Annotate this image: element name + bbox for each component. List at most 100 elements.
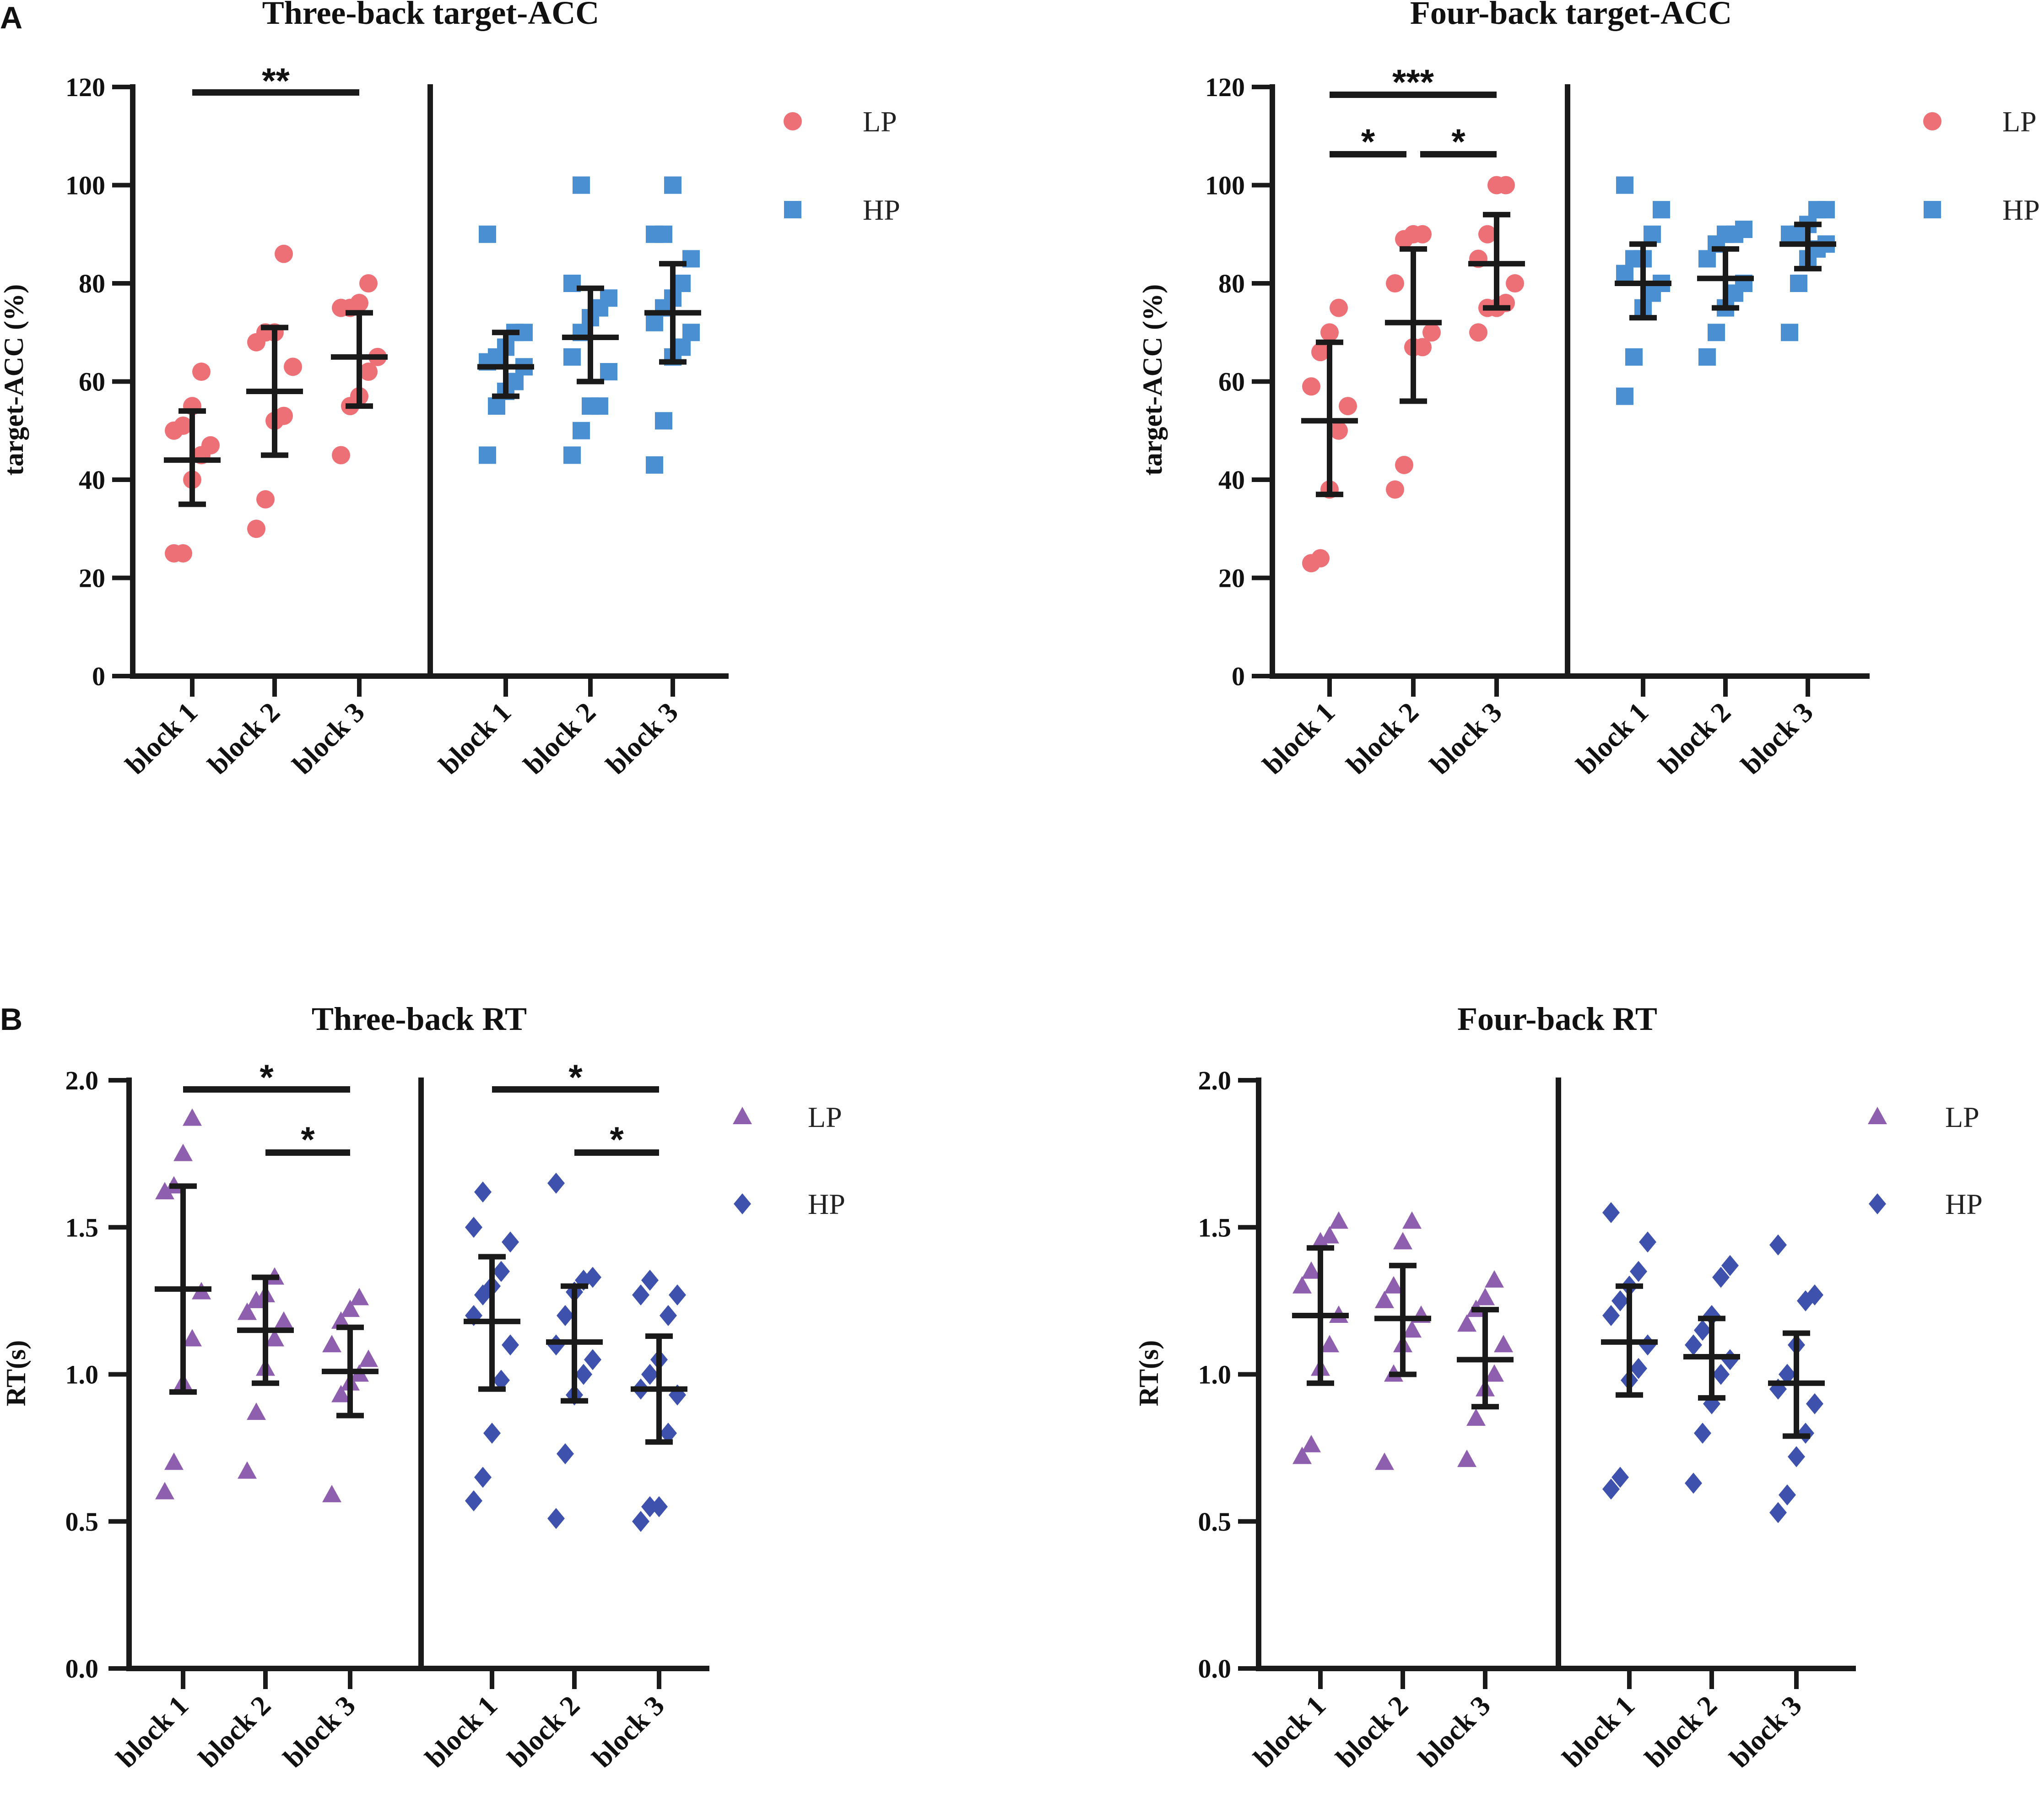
y-axis-label: RT(s): [1, 1340, 31, 1407]
data-point: [1402, 1320, 1422, 1338]
x-tick-label: block 3: [1736, 697, 1819, 780]
data-point: [359, 274, 378, 292]
y-axis-label: target-ACC (%): [1137, 284, 1168, 476]
data-point: [1779, 1484, 1796, 1506]
data-point: [1375, 1290, 1394, 1308]
x-tick-label: block 2: [502, 1690, 586, 1774]
y-tick-label: 20: [1218, 563, 1245, 593]
data-point: [1413, 338, 1432, 357]
data-point: [479, 225, 496, 243]
data-point: [1311, 1232, 1330, 1250]
data-point: [465, 1217, 482, 1238]
data-point: [660, 1423, 677, 1444]
data-point: [600, 363, 617, 381]
data-point: [1616, 265, 1633, 282]
data-point: [1329, 1211, 1348, 1229]
x-tick-label: block 3: [587, 1690, 671, 1774]
data-point: [474, 1181, 492, 1203]
data-point: [1292, 1446, 1312, 1464]
data-point: [1413, 225, 1432, 244]
data-point: [502, 1231, 519, 1253]
chart-title: Three-back RT: [312, 1001, 527, 1037]
data-point: [547, 1172, 565, 1194]
data-point: [1625, 348, 1643, 366]
data-point: [1769, 1234, 1787, 1256]
data-point: [506, 373, 524, 390]
data-point: [669, 1284, 686, 1306]
data-point: [332, 446, 350, 465]
y-tick-label: 0.5: [65, 1507, 99, 1537]
data-point: [591, 397, 608, 415]
data-point: [1721, 1255, 1739, 1276]
data-point: [488, 397, 505, 415]
data-point: [1616, 176, 1633, 194]
y-tick-label: 0.5: [1198, 1507, 1232, 1537]
data-point: [641, 1496, 659, 1517]
x-tick-label: block 2: [193, 1690, 277, 1774]
data-point: [1469, 323, 1487, 342]
data-point: [1330, 298, 1348, 317]
legend-label: HP: [1945, 1188, 1983, 1220]
panel-label-b: B: [0, 1002, 22, 1037]
x-tick-label: block 1: [120, 697, 204, 780]
data-point: [632, 1284, 649, 1306]
data-point: [1302, 377, 1320, 396]
data-point: [1611, 1467, 1629, 1488]
data-point: [1806, 1284, 1823, 1306]
legend-marker: [1923, 112, 1941, 130]
data-point: [350, 1288, 369, 1305]
data-point: [1639, 1231, 1656, 1253]
legend-label: LP: [1945, 1101, 1979, 1133]
data-point: [1497, 176, 1515, 195]
y-tick-label: 40: [1218, 465, 1245, 495]
data-point: [1721, 1349, 1739, 1370]
data-point: [547, 1508, 565, 1529]
data-point: [1712, 1364, 1730, 1385]
data-point: [1485, 1270, 1504, 1288]
data-point: [1708, 324, 1725, 341]
x-tick-label: block 3: [278, 1690, 362, 1774]
data-point: [1779, 1364, 1796, 1385]
data-point: [557, 1443, 574, 1464]
data-point: [547, 1334, 565, 1356]
legend-marker: [784, 201, 801, 218]
data-point: [600, 289, 617, 307]
data-point: [1386, 480, 1404, 499]
data-point: [1393, 1232, 1412, 1250]
data-point: [238, 1461, 257, 1479]
data-point: [247, 1403, 266, 1420]
chart-three-back-rt: Three-back RT 0.0 0.5 1.0 1.5 2.0 RT(s) block 1…: [1, 1001, 845, 1774]
data-point: [1478, 225, 1497, 244]
data-point: [584, 1349, 601, 1370]
data-point: [1466, 1408, 1486, 1426]
data-point: [1781, 324, 1798, 341]
y-axis-label: target-ACC (%): [0, 284, 29, 476]
data-point: [173, 1143, 193, 1161]
data-point: [322, 1335, 341, 1353]
data-point: [1386, 274, 1404, 292]
data-point: [1311, 343, 1330, 362]
data-point: [201, 436, 220, 455]
data-point: [1485, 1364, 1504, 1382]
x-tick-label: block 2: [1341, 697, 1425, 780]
y-tick-label: 0.0: [65, 1654, 99, 1684]
data-point: [1698, 348, 1716, 366]
data-point: [256, 490, 275, 509]
data-point: [641, 1364, 659, 1385]
data-point: [1311, 549, 1330, 568]
data-point: [359, 1349, 378, 1367]
significance-stars: *: [568, 1057, 583, 1097]
y-tick-label: 100: [65, 171, 105, 200]
data-point: [1602, 1202, 1620, 1224]
data-point: [1788, 1446, 1805, 1468]
data-point: [502, 1334, 519, 1356]
data-point: [1685, 1473, 1702, 1494]
legend-label: HP: [808, 1188, 845, 1220]
data-point: [331, 1311, 351, 1329]
data-point: [155, 1482, 174, 1500]
data-point: [1644, 225, 1661, 243]
data-point: [1384, 1276, 1403, 1294]
data-point: [1630, 1358, 1647, 1379]
x-tick-label: block 1: [111, 1690, 195, 1774]
data-point: [1457, 1314, 1476, 1332]
